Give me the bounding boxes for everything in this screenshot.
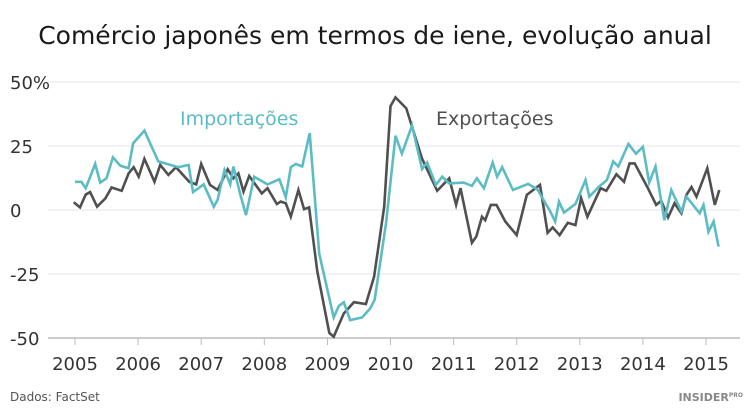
- x-tick-label: 2011: [431, 354, 477, 375]
- gridlines: [48, 81, 740, 339]
- x-tick-label: 2010: [368, 354, 414, 375]
- series-label-importacoes: Importações: [180, 108, 298, 130]
- x-tick-label: 2012: [494, 354, 540, 375]
- y-axis: 50% 25 0 -25 -50: [10, 73, 50, 350]
- x-tick-label: 2007: [178, 354, 224, 375]
- y-tick-label: 0: [10, 201, 21, 222]
- series-line-importacoes: [75, 120, 720, 322]
- y-tick-label: -25: [10, 265, 39, 286]
- x-tick-label: 2006: [115, 354, 161, 375]
- x-tick-label: 2009: [304, 354, 350, 375]
- chart-title: Comércio japonês em termos de iene, evol…: [38, 21, 712, 50]
- y-tick-label: -50: [10, 329, 39, 350]
- x-tick-label: 2013: [557, 354, 603, 375]
- series-label-exportacoes: Exportações: [436, 108, 554, 130]
- x-tick-label: 2014: [620, 354, 666, 375]
- x-tick-label: 2015: [683, 354, 729, 375]
- x-tick-label: 2008: [241, 354, 287, 375]
- x-tick-label: 2005: [52, 354, 98, 375]
- x-axis: 2005 2006 2007 2008 2009 2010 2011 2012 2013 2014…: [52, 338, 729, 375]
- insider-pro-logo: INSIDERPRO: [678, 391, 743, 404]
- source-note: Dados: FactSet: [10, 390, 100, 404]
- series-lines: [72, 95, 721, 339]
- series-line-exportacoes: [72, 95, 721, 339]
- y-tick-label: 25: [10, 137, 33, 158]
- y-tick-label: 50%: [10, 73, 50, 94]
